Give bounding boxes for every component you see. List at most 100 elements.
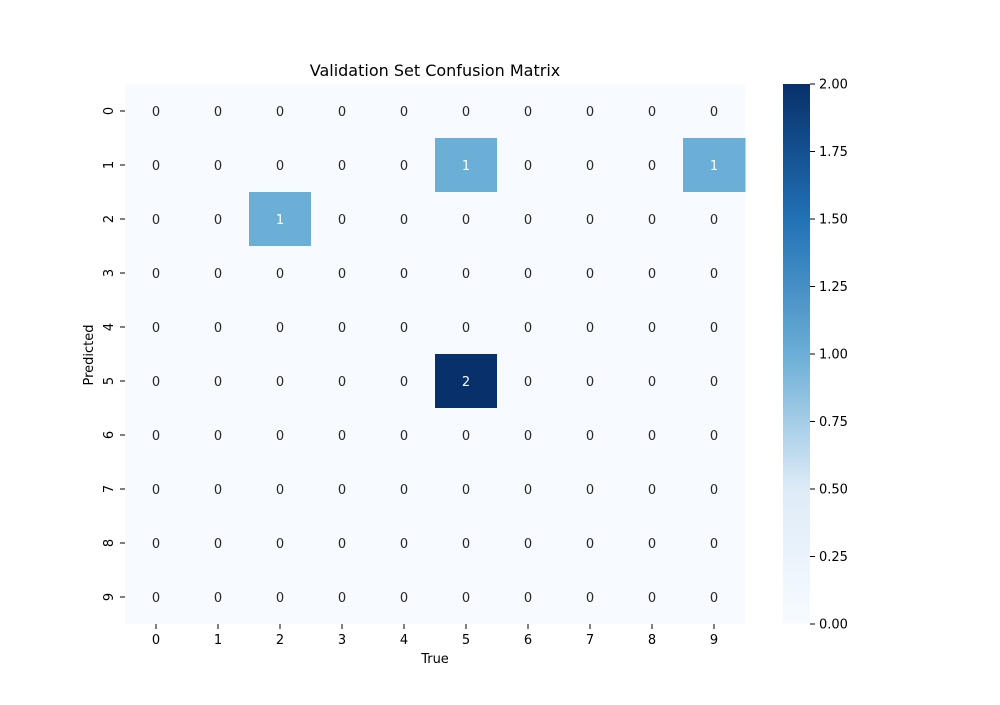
x-tick-label: 3 <box>338 633 346 648</box>
heatmap-cell <box>373 246 436 301</box>
cell-value-label: 0 <box>524 159 532 174</box>
cell-value-label: 0 <box>648 267 656 282</box>
cell-value-label: 0 <box>152 591 160 606</box>
heatmap-axes: 0 1 2 3 4 5 6 7 8 9 0 1 2 3 4 5 6 7 8 9 <box>102 107 718 648</box>
cell-value-label: 0 <box>586 483 594 498</box>
heatmap-cell <box>683 192 746 247</box>
cell-value-label: 0 <box>400 159 408 174</box>
cell-value-label: 0 <box>710 375 718 390</box>
heatmap-cell <box>559 300 622 355</box>
cell-value-label: 0 <box>586 375 594 390</box>
heatmap-cell <box>373 138 436 193</box>
heatmap-cell <box>125 246 188 301</box>
colorbar-tick-label: 0.50 <box>819 483 848 498</box>
heatmap-cell <box>497 246 560 301</box>
cell-value-label: 0 <box>586 321 594 336</box>
heatmap-annotations: 0 0 0 0 0 0 0 0 0 0 0 0 0 0 0 1 0 0 0 1 0 0 1 0 0 0 0 0 0 0 0 0 0 0 0 0 0 0 0 0… <box>152 105 718 606</box>
cell-value-label: 0 <box>462 267 470 282</box>
heatmap-cell <box>435 300 498 355</box>
colorbar-tick-label: 1.50 <box>819 213 848 228</box>
colorbar: 0.00 0.25 0.50 0.75 1.00 1.25 1.50 1.75 2.00 <box>783 78 848 633</box>
cell-value-label: 0 <box>338 537 346 552</box>
heatmap-cell <box>311 462 374 517</box>
colorbar-tick-label: 1.25 <box>819 280 848 295</box>
cell-value-label: 0 <box>710 429 718 444</box>
colorbar-tick-label: 0.75 <box>819 415 848 430</box>
heatmap-cell <box>249 462 312 517</box>
heatmap-cell <box>311 300 374 355</box>
y-tick-label: 7 <box>102 485 117 493</box>
heatmap-cell <box>621 408 684 463</box>
cell-value-label: 0 <box>462 321 470 336</box>
colorbar-tick-label: 0.25 <box>819 550 848 565</box>
heatmap-cell <box>559 516 622 571</box>
heatmap-cell <box>497 354 560 409</box>
x-tick-label: 0 <box>152 633 160 648</box>
heatmap-cell <box>125 408 188 463</box>
cell-value-label: 0 <box>586 267 594 282</box>
heatmap-cell <box>187 354 250 409</box>
cell-value-label: 0 <box>462 591 470 606</box>
heatmap-cell <box>187 138 250 193</box>
cell-value-label: 0 <box>648 429 656 444</box>
cell-value-label: 0 <box>214 267 222 282</box>
heatmap-cell <box>559 408 622 463</box>
heatmap-cell <box>559 138 622 193</box>
heatmap-cell <box>621 300 684 355</box>
cell-value-label: 0 <box>276 537 284 552</box>
heatmap-cell <box>435 462 498 517</box>
cell-value-label: 0 <box>276 375 284 390</box>
cell-value-label: 0 <box>152 429 160 444</box>
heatmap-cell <box>311 192 374 247</box>
y-tick-label: 2 <box>102 215 117 223</box>
cell-value-label: 0 <box>710 267 718 282</box>
heatmap-cell <box>125 192 188 247</box>
y-tick-label: 6 <box>102 431 117 439</box>
heatmap-cell <box>187 246 250 301</box>
heatmap-cell <box>559 84 622 139</box>
cell-value-label: 0 <box>462 429 470 444</box>
cell-value-label: 0 <box>400 591 408 606</box>
x-tick-label: 2 <box>276 633 284 648</box>
cell-value-label: 0 <box>710 483 718 498</box>
chart-title: Validation Set Confusion Matrix <box>310 61 561 80</box>
cell-value-label: 0 <box>524 105 532 120</box>
heatmap-cell <box>187 300 250 355</box>
colorbar-tick-label: 1.00 <box>819 348 848 363</box>
cell-value-label: 0 <box>400 321 408 336</box>
heatmap-cell <box>311 354 374 409</box>
cell-value-label: 0 <box>648 375 656 390</box>
cell-value-label: 0 <box>400 375 408 390</box>
cell-value-label: 0 <box>400 537 408 552</box>
cell-value-label: 0 <box>648 591 656 606</box>
colorbar-gradient <box>783 84 810 624</box>
heatmap-cell <box>373 192 436 247</box>
cell-value-label: 0 <box>462 483 470 498</box>
heatmap-cell <box>125 354 188 409</box>
y-axis-label: Predicted <box>82 324 97 385</box>
heatmap-cell <box>497 516 560 571</box>
x-tick-label: 6 <box>524 633 532 648</box>
heatmap-cell <box>187 516 250 571</box>
cell-value-label: 0 <box>214 159 222 174</box>
cell-value-label: 0 <box>152 105 160 120</box>
y-tick-label: 4 <box>102 323 117 331</box>
heatmap-cell <box>559 192 622 247</box>
colorbar-tick-label: 0.00 <box>819 618 848 633</box>
cell-value-label: 1 <box>710 159 718 174</box>
heatmap-cell <box>435 138 498 193</box>
heatmap-cell <box>125 138 188 193</box>
heatmap-cell <box>621 84 684 139</box>
heatmap-cell <box>125 84 188 139</box>
cell-value-label: 0 <box>214 213 222 228</box>
cell-value-label: 0 <box>648 537 656 552</box>
heatmap-cell <box>373 300 436 355</box>
cell-value-label: 0 <box>524 267 532 282</box>
x-tick-label: 7 <box>586 633 594 648</box>
cell-value-label: 0 <box>276 591 284 606</box>
cell-value-label: 0 <box>276 429 284 444</box>
cell-value-label: 0 <box>462 537 470 552</box>
y-tick-label: 3 <box>102 269 117 277</box>
heatmap-cell <box>683 516 746 571</box>
heatmap-cell <box>559 462 622 517</box>
